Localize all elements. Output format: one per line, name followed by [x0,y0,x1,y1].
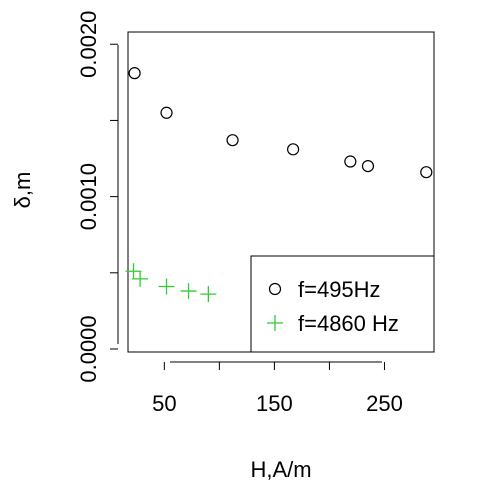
y-axis-title: δ,m [10,172,35,209]
y-tick-label: 0.0000 [76,315,101,382]
x-axis: 50 150 250 [152,361,403,416]
data-points [125,67,433,303]
x-tick-label: 150 [256,391,293,416]
data-point-series-1 [226,134,239,147]
x-ticks: 50 150 250 [152,362,403,416]
y-tick-label: 0.0020 [76,11,101,78]
y-axis: 0.0000 0.0010 0.0020 [76,11,119,383]
data-point-series-1 [128,67,141,80]
data-point-series-2 [180,283,197,300]
x-tick-label: 50 [152,391,176,416]
data-point-series-1 [160,106,173,119]
data-point-series-1 [287,143,300,156]
data-point-series-1 [420,166,433,179]
legend-marker-circle [268,282,282,296]
data-point-series-2 [200,286,217,303]
data-point-series-2 [132,270,149,287]
legend-marker-plus [267,315,283,331]
y-tick-label: 0.0010 [76,163,101,230]
legend-label-series-1: f=495Hz [298,277,381,302]
data-point-series-2 [158,278,175,295]
data-point-series-2 [125,263,142,280]
y-ticks: 0.0000 0.0010 0.0020 [76,11,118,383]
legend-label-series-2: f=4860 Hz [298,311,399,336]
legend-box [250,255,435,353]
data-point-series-1 [361,159,375,173]
x-tick-label: 250 [366,391,403,416]
data-point-series-1 [344,155,357,168]
legend: f=495Hz f=4860 Hz [250,255,435,353]
x-axis-title: H,A/m [250,457,311,482]
